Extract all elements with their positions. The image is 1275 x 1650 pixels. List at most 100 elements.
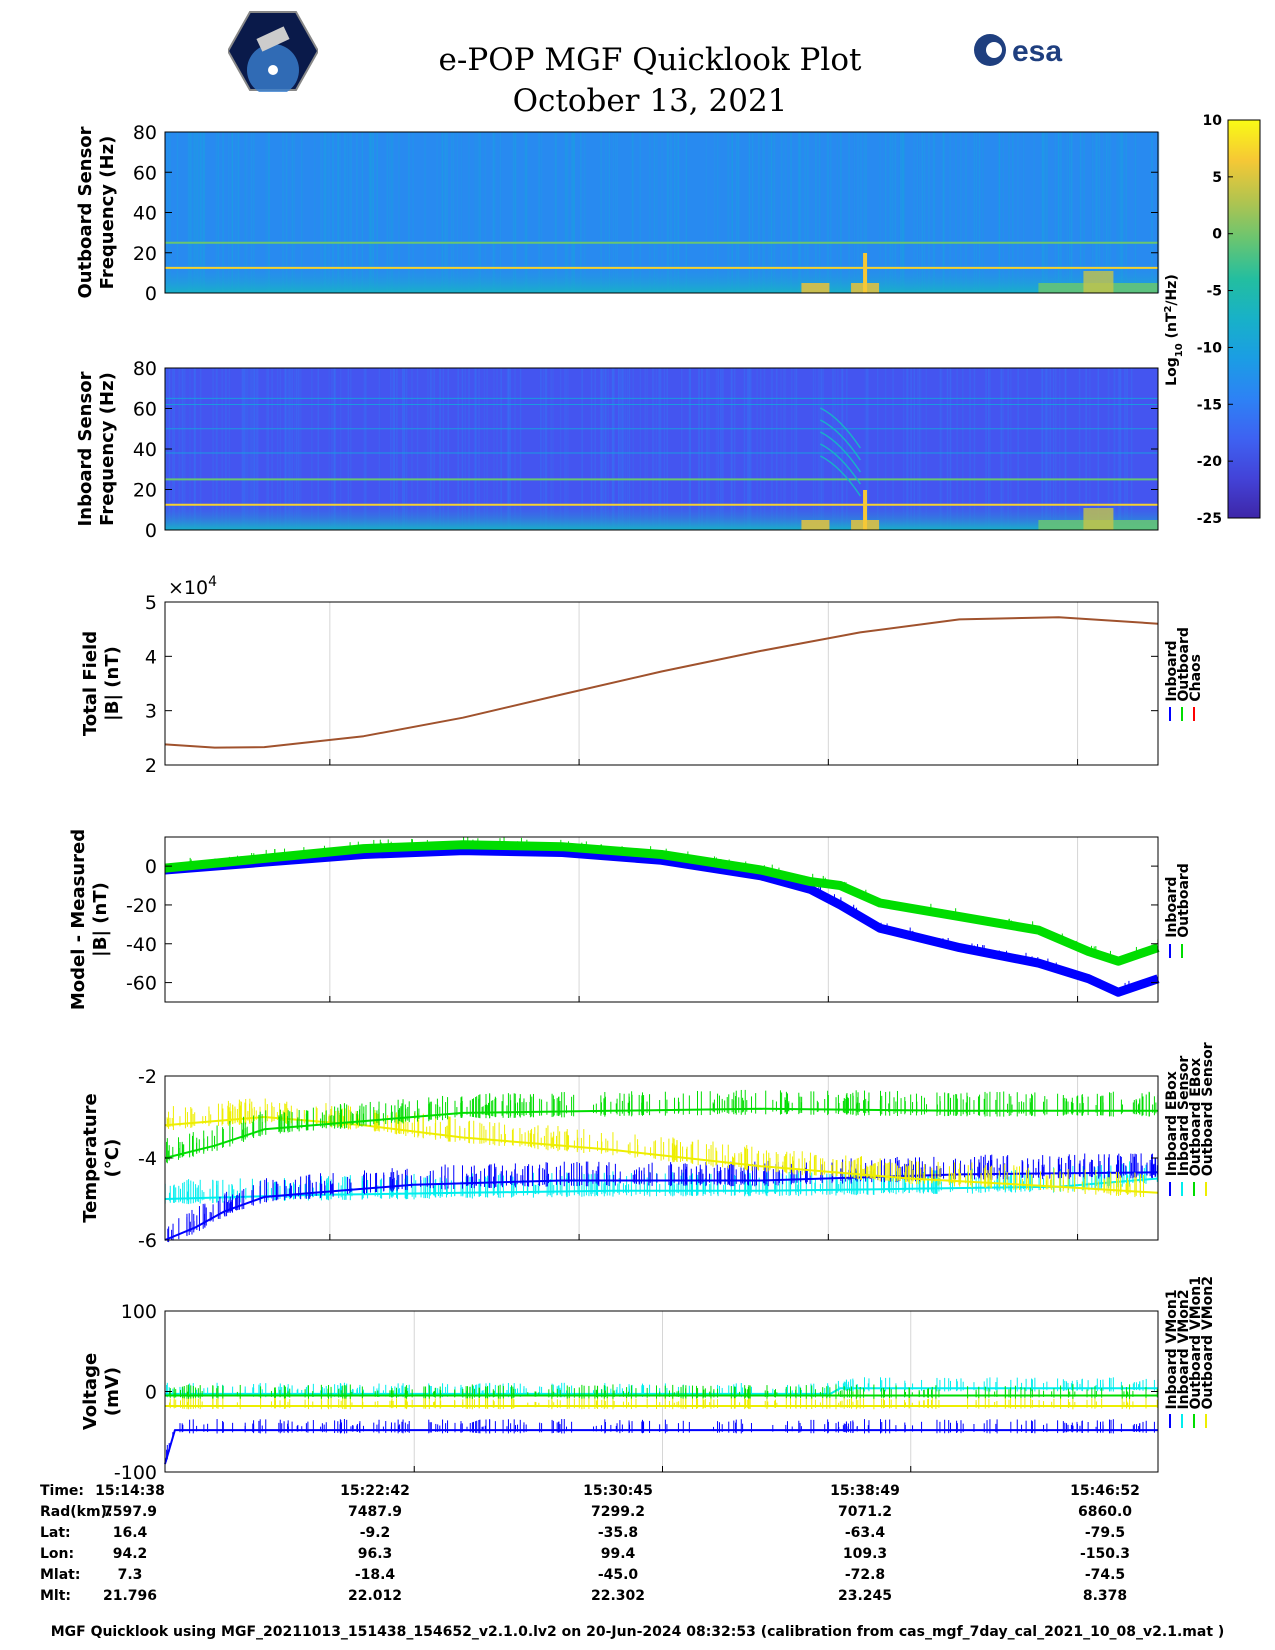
inboard-spectrogram-noise <box>719 368 722 530</box>
outboard-spectrogram-noise <box>894 132 897 293</box>
inboard-spectrogram-noise <box>333 368 336 530</box>
inboard-spectrogram-noise <box>780 368 782 530</box>
inboard-spectrogram-noise <box>288 368 290 530</box>
orbit-cell: 7071.2 <box>837 1504 893 1520</box>
inboard-spectrogram-noise <box>447 368 449 530</box>
outboard-spectrogram-ylabel: Outboard Sensor Frequency (Hz) <box>75 126 118 298</box>
outboard-spectrogram-noise <box>860 132 862 293</box>
inboard-spectrogram-tick-label: 80 <box>133 358 157 380</box>
inboard-spectrogram-noise <box>194 368 196 530</box>
colorbar-tick-label: -15 <box>1197 397 1222 413</box>
total-field-chart-legend-label: Inboard <box>1164 640 1180 701</box>
inboard-spectrogram-noise <box>632 368 634 530</box>
outboard-spectrogram-noise <box>231 132 233 293</box>
orbit-cell: 8.378 <box>1082 1588 1128 1604</box>
inboard-spectrogram-tick-label: 20 <box>133 480 157 502</box>
outboard-spectrogram-burst-end-peak <box>1083 271 1114 293</box>
inboard-spectrogram-noise <box>401 368 404 530</box>
inboard-spectrogram-noise <box>812 368 815 530</box>
inboard-spectrogram-noise <box>378 368 381 530</box>
outboard-spectrogram-noise <box>200 132 202 293</box>
inboard-spectrogram-noise <box>295 368 298 530</box>
temperature-chart-tick-label: -6 <box>138 1230 157 1252</box>
outboard-spectrogram-noise <box>332 132 334 293</box>
outboard-spectrogram-noise <box>441 132 444 293</box>
outboard-spectrogram-noise <box>424 132 426 293</box>
outboard-spectrogram-tick-label: 60 <box>133 162 157 184</box>
outboard-spectrogram-noise <box>639 132 641 293</box>
outboard-spectrogram-noise <box>1064 132 1066 293</box>
inboard-spectrogram-noise <box>500 368 502 530</box>
outboard-spectrogram-noise <box>949 132 951 293</box>
inboard-spectrogram-noise <box>474 368 476 530</box>
total-field-chart-tick-label: 3 <box>145 701 157 723</box>
outboard-spectrogram-noise <box>913 132 915 293</box>
inboard-spectrogram-noise <box>715 368 718 530</box>
outboard-spectrogram-noise <box>666 132 669 293</box>
voltage-chart-tick-label: -100 <box>114 1462 157 1484</box>
inboard-spectrogram-noise <box>289 368 291 530</box>
inboard-spectrogram-noise <box>939 368 942 530</box>
inboard-spectrogram-noise <box>902 368 905 530</box>
outboard-spectrogram-noise <box>726 132 729 293</box>
outboard-spectrogram-noise <box>853 132 856 293</box>
outboard-spectrogram-noise <box>492 132 495 293</box>
outboard-spectrogram-noise <box>859 132 861 293</box>
inboard-spectrogram-noise <box>267 368 270 530</box>
inboard-spectrogram-noise <box>864 368 867 530</box>
inboard-spectrogram-noise <box>658 368 660 530</box>
total-field-chart-ylabel-line: |B| (nT) <box>102 646 123 721</box>
inboard-spectrogram-noise <box>916 368 919 530</box>
outboard-spectrogram-tick-label: 80 <box>133 122 157 144</box>
orbit-cell: 22.012 <box>347 1588 403 1604</box>
orbit-row-label: Time: <box>40 1483 85 1499</box>
total-field-chart-legend-label: Chaos <box>1188 654 1204 702</box>
outboard-spectrogram-noise <box>955 132 957 293</box>
outboard-spectrogram-noise <box>494 132 496 293</box>
inboard-spectrogram-noise <box>390 368 392 530</box>
model-measured-chart-series-outboard <box>164 840 1160 966</box>
inboard-spectrogram-noise <box>1045 368 1048 530</box>
outboard-spectrogram-noise <box>826 132 828 293</box>
outboard-spectrogram-noise <box>923 132 926 293</box>
inboard-spectrogram-noise <box>795 368 798 530</box>
outboard-spectrogram-noise <box>605 132 607 293</box>
outboard-spectrogram-noise <box>614 132 617 293</box>
total-field-chart-legend-entry: Outboard <box>1176 627 1192 702</box>
inboard-spectrogram-noise <box>749 368 751 530</box>
outboard-spectrogram-noise <box>863 132 865 293</box>
inboard-spectrogram-noise <box>1130 368 1133 530</box>
outboard-spectrogram-noise <box>361 132 364 293</box>
outboard-spectrogram-noise <box>798 132 800 293</box>
orbit-cell: 7487.9 <box>347 1504 403 1520</box>
outboard-spectrogram-noise <box>736 132 738 293</box>
inboard-spectrogram-noise <box>249 368 251 530</box>
inboard-spectrogram-noise <box>330 368 333 530</box>
orbit-cell: -18.4 <box>354 1567 396 1583</box>
inboard-spectrogram-noise <box>468 368 470 530</box>
inboard-spectrogram-noise <box>907 368 909 530</box>
inboard-spectrogram-noise <box>429 368 432 530</box>
inboard-spectrogram-noise <box>439 368 441 530</box>
outboard-spectrogram-noise <box>653 132 656 293</box>
inboard-spectrogram-noise <box>618 368 620 530</box>
inboard-spectrogram-noise <box>286 368 288 530</box>
inboard-spectrogram-noise <box>255 368 258 530</box>
outboard-spectrogram-noise <box>436 132 438 293</box>
inboard-spectrogram-whistler <box>820 443 862 485</box>
outboard-spectrogram-noise <box>1022 132 1025 293</box>
outboard-spectrogram-noise <box>343 132 346 293</box>
outboard-spectrogram-noise <box>1054 132 1057 293</box>
outboard-spectrogram-noise <box>656 132 658 293</box>
inboard-spectrogram-noise <box>300 368 302 530</box>
outboard-spectrogram-noise <box>975 132 978 293</box>
inboard-spectrogram-noise <box>626 368 629 530</box>
inboard-spectrogram-noise <box>559 368 562 530</box>
voltage-chart-ylabel-line: (mV) <box>102 1367 123 1416</box>
inboard-spectrogram-noise <box>461 368 464 530</box>
outboard-spectrogram-noise <box>713 132 716 293</box>
outboard-spectrogram-noise <box>301 132 303 293</box>
inboard-spectrogram-noise <box>1002 368 1004 530</box>
inboard-spectrogram-noise <box>284 368 286 530</box>
inboard-spectrogram-noise <box>365 368 367 530</box>
